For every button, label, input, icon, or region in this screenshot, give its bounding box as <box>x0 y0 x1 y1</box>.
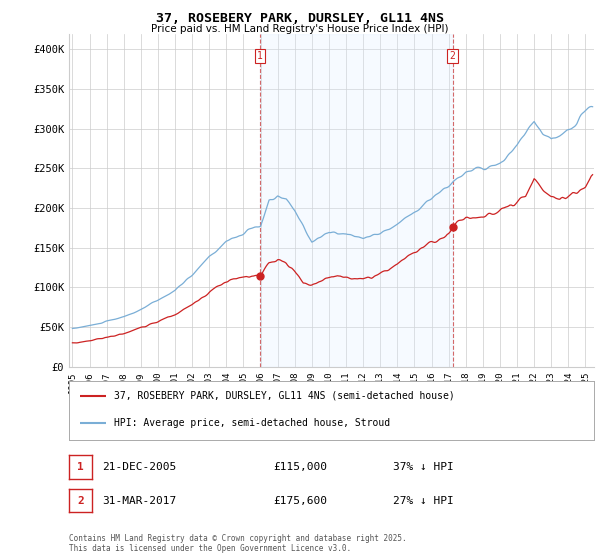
Text: 1: 1 <box>257 51 263 61</box>
Text: 1: 1 <box>77 462 84 472</box>
Text: 2: 2 <box>450 51 455 61</box>
Bar <box>260 34 453 367</box>
Text: 27% ↓ HPI: 27% ↓ HPI <box>393 496 454 506</box>
Text: 31-MAR-2017: 31-MAR-2017 <box>102 496 176 506</box>
Text: £115,000: £115,000 <box>273 462 327 472</box>
Text: 37, ROSEBERY PARK, DURSLEY, GL11 4NS: 37, ROSEBERY PARK, DURSLEY, GL11 4NS <box>156 12 444 25</box>
Text: Contains HM Land Registry data © Crown copyright and database right 2025.
This d: Contains HM Land Registry data © Crown c… <box>69 534 407 553</box>
Text: 21-DEC-2005: 21-DEC-2005 <box>102 462 176 472</box>
Text: Price paid vs. HM Land Registry's House Price Index (HPI): Price paid vs. HM Land Registry's House … <box>151 24 449 34</box>
Text: HPI: Average price, semi-detached house, Stroud: HPI: Average price, semi-detached house,… <box>113 418 390 428</box>
Text: 2: 2 <box>77 496 84 506</box>
Text: 37% ↓ HPI: 37% ↓ HPI <box>393 462 454 472</box>
Text: 37, ROSEBERY PARK, DURSLEY, GL11 4NS (semi-detached house): 37, ROSEBERY PARK, DURSLEY, GL11 4NS (se… <box>113 390 454 400</box>
Text: £175,600: £175,600 <box>273 496 327 506</box>
